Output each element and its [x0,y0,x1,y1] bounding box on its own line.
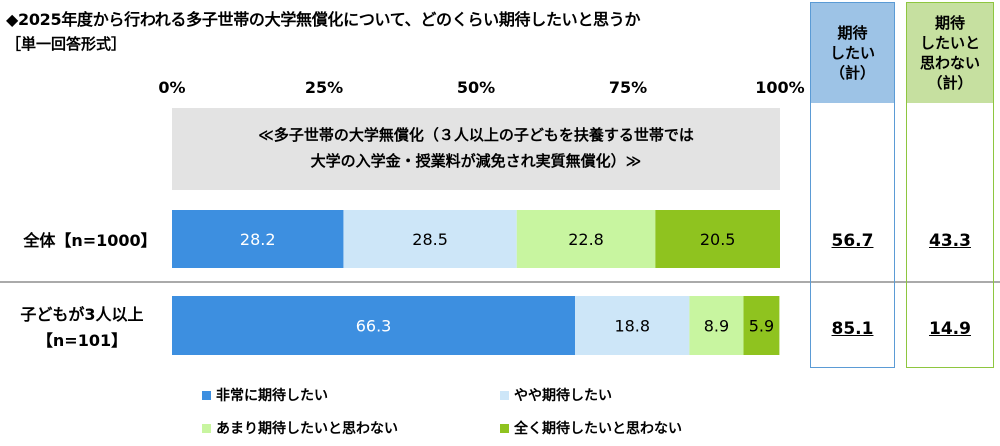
legend-label: あまり期待したいと思わない [216,421,398,437]
x-axis-tick-label: 50% [457,78,495,97]
no-expect-total-header: 期待 したいと 思わない （計） [907,3,993,103]
expect-header-line: したい [829,44,875,62]
legend-label: 非常に期待したい [216,388,328,404]
category-label: 【n=101】 [37,331,127,350]
bar-segment [743,296,780,355]
bar-segment [343,210,517,268]
legend-label: 全く期待したいと思わない [514,421,682,437]
bar-data-label: 28.2 [240,230,276,249]
category-label: 全体【n=1000】 [22,231,156,250]
bar-segment [516,210,656,268]
bar-data-label: 20.5 [700,230,736,249]
legend-item: あまり期待したいと思わない [202,418,398,438]
no-expect-total-column: 期待 したいと 思わない （計） 43.3 14.9 [906,2,994,368]
category-label: 子どもが3人以上 [20,305,143,324]
bar-segment [172,296,576,355]
expect-total-value: 56.7 [831,231,874,251]
no-expect-header-line: 期待 [934,14,965,32]
expect-total-value: 85.1 [831,319,874,339]
expect-header-line: （計） [829,64,875,82]
bar-segment [172,210,344,268]
x-axis-tick-label: 100% [755,78,804,97]
legend-item: 非常に期待したい [202,385,328,405]
banner-text: ≪多子世帯の大学無償化（３人以上の子どもを扶養する世帯では [258,126,694,144]
bar-data-label: 28.5 [412,230,448,249]
no-expect-header-line: （計） [927,74,973,92]
no-expect-total-value: 14.9 [929,319,971,339]
no-expect-total-value: 43.3 [929,231,971,251]
question-format: ［単一回答形式］ [6,35,127,53]
legend-item: やや期待したい [500,385,612,405]
x-axis-tick-label: 75% [609,78,647,97]
no-expect-header-line: したいと [919,34,980,52]
legend-swatch [202,390,211,400]
expect-total-header: 期待 したい （計） [811,3,894,103]
expect-total-column: 期待 したい （計） 56.7 85.1 [810,2,895,368]
legend-swatch [202,423,211,433]
bar-data-label: 22.8 [568,230,604,249]
x-axis-tick-label: 0% [158,78,185,97]
legend-swatch [500,423,509,433]
page-title: ◆2025年度から行われる多子世帯の大学無償化について、どのくらい期待したいと思… [6,10,641,29]
legend-item: 全く期待したいと思わない [500,418,682,438]
legend-swatch [500,390,509,400]
x-axis-tick-label: 25% [305,78,343,97]
legend-label: やや期待したい [514,388,612,404]
bar-segment [655,210,780,268]
bar-data-label: 18.8 [614,317,650,336]
no-expect-header-line: 思わない [919,54,980,72]
bar-segment [575,296,690,355]
bar-data-label: 8.9 [704,317,729,336]
bar-data-label: 66.3 [356,317,392,336]
banner-background [172,108,780,190]
bar-data-label: 5.9 [749,317,774,336]
expect-header-line: 期待 [837,24,868,42]
banner-text: 大学の入学金・授業料が減免され実質無償化）≫ [311,152,642,170]
bar-segment [689,296,744,355]
